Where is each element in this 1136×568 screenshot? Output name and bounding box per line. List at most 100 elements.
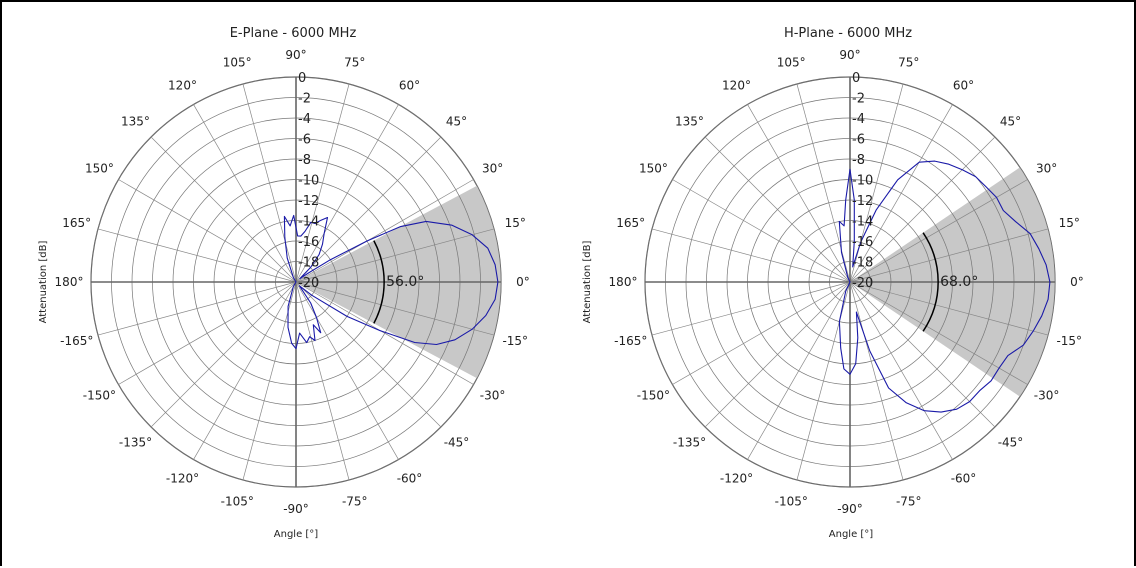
angle-tick-label-e-plane: 180°	[55, 275, 84, 289]
angle-gridline-h-plane	[651, 281, 851, 336]
angle-tick-label-e-plane: 30°	[482, 162, 503, 176]
angle-tick-label-h-plane: -75°	[896, 494, 922, 508]
angle-tick-label-h-plane: 15°	[1059, 216, 1080, 230]
x-axis-label-e-plane: Angle [°]	[274, 529, 319, 540]
angle-gridline-h-plane	[849, 281, 1028, 385]
radial-tick-label-h-plane: -10	[852, 174, 873, 189]
angle-tick-label-e-plane: 75°	[344, 56, 365, 70]
radial-tick-label-e-plane: -10	[298, 174, 319, 189]
radial-tick-label-e-plane: -14	[298, 215, 319, 230]
radial-tick-label-e-plane: 0	[298, 71, 306, 86]
angle-gridline-e-plane	[242, 281, 297, 481]
angle-gridline-h-plane	[849, 228, 1049, 283]
angle-gridline-e-plane	[193, 281, 297, 460]
angle-tick-label-e-plane: 165°	[62, 216, 91, 230]
beamwidth-arc-h-plane	[922, 232, 939, 332]
angle-gridline-e-plane	[295, 83, 350, 283]
angle-gridline-h-plane	[672, 281, 851, 385]
radial-tick-label-h-plane: 0	[852, 71, 860, 86]
angle-tick-label-h-plane: 120°	[722, 78, 751, 92]
angle-tick-label-h-plane: -15°	[1056, 334, 1082, 348]
radial-tick-label-e-plane: -12	[298, 194, 319, 209]
pattern-line-h-plane	[838, 160, 1051, 413]
angle-gridline-e-plane	[150, 281, 297, 428]
angle-tick-label-h-plane: -90°	[837, 502, 863, 516]
chart-title-h-plane: H-Plane - 6000 MHz	[784, 26, 912, 41]
radial-tick-label-h-plane: -12	[852, 194, 873, 209]
angle-gridline-h-plane	[849, 104, 953, 283]
radial-tick-label-h-plane: -20	[852, 276, 873, 291]
angle-gridline-e-plane	[295, 281, 350, 481]
radial-tick-label-h-plane: -18	[852, 256, 873, 271]
angle-tick-label-h-plane: -45°	[998, 436, 1024, 450]
angle-gridline-e-plane	[97, 228, 297, 283]
angle-gridline-e-plane	[295, 104, 399, 283]
angle-gridline-h-plane	[747, 281, 851, 460]
radial-tick-label-h-plane: -16	[852, 235, 873, 250]
angle-gridline-e-plane	[193, 104, 297, 283]
chart-title-e-plane: E-Plane - 6000 MHz	[230, 26, 357, 41]
angle-tick-label-e-plane: 0°	[516, 275, 530, 289]
angle-tick-label-e-plane: -165°	[60, 334, 93, 348]
angle-gridline-h-plane	[849, 281, 996, 428]
angle-tick-label-h-plane: 0°	[1070, 275, 1084, 289]
angle-tick-label-e-plane: 120°	[168, 78, 197, 92]
y-axis-label-e-plane: Attenuation [dB]	[38, 241, 49, 324]
angle-tick-label-e-plane: 105°	[223, 56, 252, 70]
angle-tick-label-e-plane: -75°	[342, 494, 368, 508]
angle-gridline-e-plane	[295, 281, 474, 385]
angle-gridline-h-plane	[849, 179, 1028, 283]
angle-gridline-e-plane	[295, 179, 474, 283]
angle-tick-label-e-plane: -90°	[283, 502, 309, 516]
angle-tick-label-e-plane: -60°	[397, 472, 423, 486]
angle-tick-label-h-plane: -60°	[951, 472, 977, 486]
angle-tick-label-h-plane: -120°	[720, 472, 753, 486]
angle-tick-label-e-plane: 90°	[285, 48, 306, 62]
angle-gridline-e-plane	[295, 136, 442, 283]
radial-tick-label-e-plane: -6	[298, 133, 311, 148]
radial-tick-label-e-plane: -8	[298, 153, 311, 168]
angle-gridline-h-plane	[849, 281, 953, 460]
angle-tick-label-h-plane: 30°	[1036, 162, 1057, 176]
angle-tick-label-e-plane: -15°	[502, 334, 528, 348]
angle-tick-label-e-plane: -30°	[480, 389, 506, 403]
angle-tick-label-h-plane: 165°	[616, 216, 645, 230]
radial-tick-label-e-plane: -18	[298, 256, 319, 271]
angle-gridline-e-plane	[295, 281, 442, 428]
angle-gridline-h-plane	[849, 281, 1049, 336]
angle-gridline-e-plane	[295, 281, 495, 336]
angle-tick-label-h-plane: 75°	[898, 56, 919, 70]
beamwidth-arc-e-plane	[373, 240, 385, 324]
y-axis-label-h-plane: Attenuation [dB]	[582, 241, 593, 324]
angle-tick-label-h-plane: 150°	[639, 162, 668, 176]
angle-gridline-e-plane	[118, 281, 297, 385]
radial-tick-label-h-plane: -14	[852, 215, 873, 230]
radial-tick-label-e-plane: -2	[298, 92, 311, 107]
angle-tick-label-e-plane: 15°	[505, 216, 526, 230]
radial-tick-label-h-plane: -4	[852, 112, 865, 127]
angle-gridline-e-plane	[97, 281, 297, 336]
angle-tick-label-h-plane: -135°	[673, 436, 706, 450]
angle-tick-label-h-plane: -105°	[775, 494, 808, 508]
angle-gridline-h-plane	[672, 179, 851, 283]
angle-tick-label-e-plane: -150°	[83, 389, 116, 403]
angle-tick-label-e-plane: 60°	[399, 78, 420, 92]
angle-gridline-e-plane	[295, 228, 495, 283]
angle-gridline-h-plane	[704, 136, 851, 283]
angle-tick-label-h-plane: 105°	[777, 56, 806, 70]
angle-gridline-e-plane	[118, 179, 297, 283]
x-axis-label-h-plane: Angle [°]	[829, 529, 874, 540]
angle-tick-label-h-plane: -30°	[1034, 389, 1060, 403]
angle-gridline-e-plane	[150, 136, 297, 283]
angle-tick-label-e-plane: 135°	[121, 114, 150, 128]
angle-tick-label-h-plane: -150°	[637, 389, 670, 403]
angle-tick-label-e-plane: 45°	[446, 114, 467, 128]
angle-tick-label-h-plane: 60°	[953, 78, 974, 92]
angle-gridline-e-plane	[295, 281, 399, 460]
angle-gridline-h-plane	[704, 281, 851, 428]
beamwidth-label-e-plane: 56.0°	[386, 274, 424, 290]
radial-tick-label-e-plane: -4	[298, 112, 311, 127]
